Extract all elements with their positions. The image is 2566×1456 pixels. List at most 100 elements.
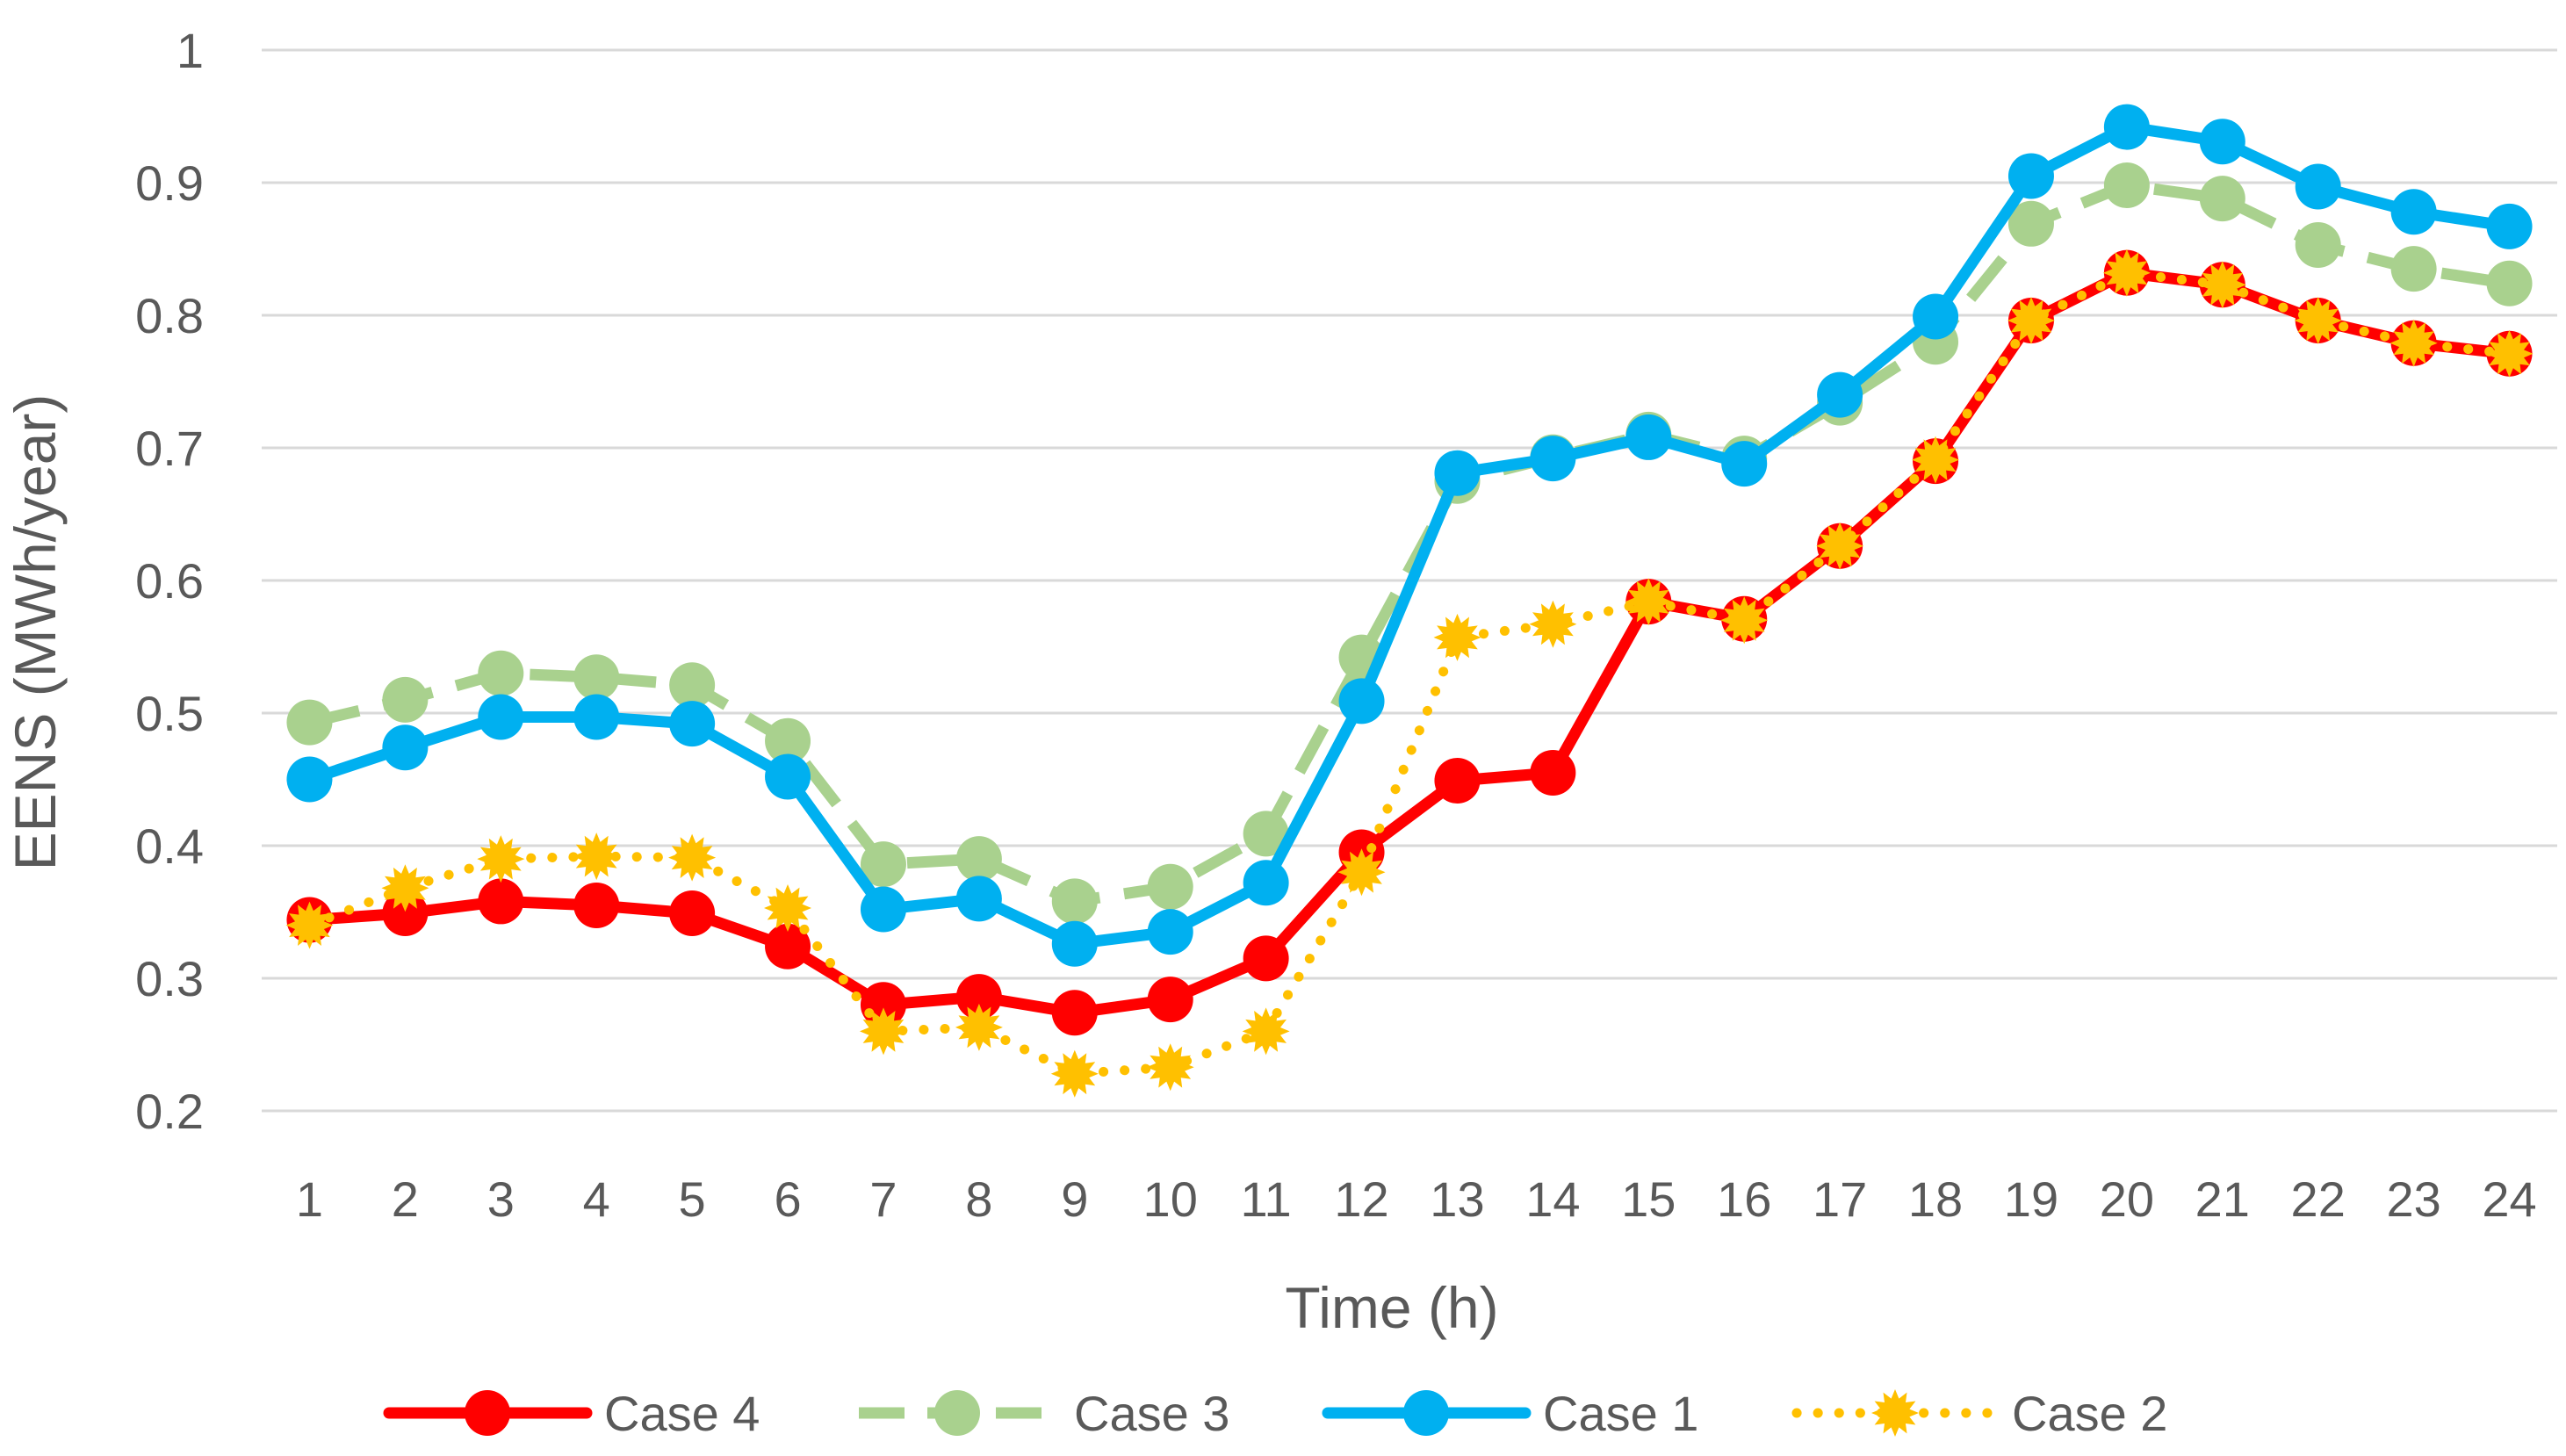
x-tick-label: 11: [1241, 1171, 1292, 1227]
data-point-case-1: [2199, 119, 2245, 165]
x-tick-label: 14: [1525, 1171, 1580, 1227]
data-point-case-1: [1434, 450, 1481, 496]
data-point-case-2: [1720, 596, 1769, 645]
x-tick-label: 16: [1717, 1171, 1771, 1227]
x-tick-label: 21: [2195, 1171, 2250, 1227]
legend-label: Case 2: [2012, 1386, 2167, 1441]
series-case-4: [286, 249, 2533, 1036]
series-line-case-4: [304, 267, 2515, 1019]
data-point-case-2: [2485, 329, 2534, 378]
data-point-case-4: [382, 890, 429, 937]
data-point-case-2: [1529, 600, 1577, 648]
data-point-case-4: [1530, 749, 1576, 796]
data-point-case-3: [1147, 863, 1193, 910]
data-point-case-1: [1338, 678, 1385, 724]
data-point-case-2: [381, 864, 429, 912]
data-point-case-1: [2295, 163, 2341, 210]
x-tick-label: 3: [487, 1171, 515, 1227]
data-point-case-3: [286, 699, 333, 746]
y-tick-label: 0.9: [135, 155, 204, 211]
data-point-case-2: [668, 833, 717, 882]
data-point-case-1: [669, 701, 716, 747]
y-tick-label: 0.6: [135, 553, 204, 609]
data-point-case-3: [860, 841, 906, 888]
legend-swatch-marker: [465, 1390, 510, 1436]
series-layer: [285, 104, 2534, 1098]
x-tick-label: 9: [1061, 1171, 1088, 1227]
data-point-case-3: [765, 717, 811, 764]
data-point-case-3: [2007, 200, 2054, 247]
data-point-case-1: [1530, 436, 1576, 482]
x-tick-label: 19: [2004, 1171, 2058, 1227]
data-point-case-3: [2295, 221, 2341, 268]
series-line-case-3: [308, 179, 2511, 907]
data-point-case-2: [860, 1007, 907, 1056]
legend-item-case-2: Case 2: [1791, 1386, 2167, 1441]
x-axis-ticks: 1 2 3 4 5 6 7 8 9 10 11 12 13 14 15 16 17 18 19 20 21 22 23 24: [296, 1171, 2537, 1227]
x-tick-label: 2: [392, 1171, 419, 1227]
data-point-case-1: [2007, 153, 2054, 199]
legend-swatch-marker: [1871, 1389, 1919, 1437]
data-point-case-4: [1147, 977, 1193, 1023]
data-point-case-1: [1817, 371, 1863, 418]
data-point-case-3: [2103, 162, 2150, 209]
data-point-case-4: [1243, 935, 1289, 982]
data-point-case-2: [1433, 613, 1481, 661]
x-tick-label: 15: [1621, 1171, 1676, 1227]
data-point-case-2: [2389, 319, 2438, 367]
data-point-case-2: [1146, 1043, 1194, 1092]
x-tick-label: 12: [1334, 1171, 1388, 1227]
data-point-case-2: [1337, 848, 1386, 897]
x-tick-label: 18: [1908, 1171, 1963, 1227]
data-point-case-2: [477, 835, 525, 883]
data-point-case-1: [1625, 414, 1672, 460]
x-tick-label: 6: [774, 1171, 801, 1227]
x-tick-label: 5: [679, 1171, 706, 1227]
x-tick-label: 8: [965, 1171, 992, 1227]
legend-swatch-marker: [934, 1390, 980, 1436]
data-point-case-1: [286, 756, 333, 803]
legend-swatch-marker: [1403, 1390, 1449, 1436]
y-tick-label: 0.2: [135, 1084, 204, 1139]
data-point-case-1: [573, 694, 620, 740]
data-point-case-2: [2102, 249, 2151, 297]
x-tick-label: 1: [296, 1171, 323, 1227]
data-point-case-1: [2390, 189, 2437, 235]
data-point-case-4: [1051, 990, 1098, 1036]
y-tick-label: 0.8: [135, 288, 204, 343]
legend-item-case-1: Case 1: [1322, 1386, 1698, 1441]
data-point-case-3: [1051, 878, 1098, 925]
data-point-case-3: [573, 654, 620, 701]
data-point-case-1: [478, 694, 524, 740]
y-tick-label: 1: [177, 23, 204, 78]
legend-item-case-4: Case 4: [383, 1386, 760, 1441]
legend-label: Case 4: [604, 1386, 760, 1441]
legend-label: Case 3: [1074, 1386, 1229, 1441]
data-point-case-2: [2294, 297, 2342, 344]
data-point-case-2: [285, 901, 334, 949]
data-point-case-3: [1243, 811, 1289, 857]
x-tick-label: 23: [2386, 1171, 2440, 1227]
data-point-case-1: [1147, 909, 1193, 955]
x-tick-label: 4: [583, 1171, 610, 1227]
data-point-case-1: [2103, 104, 2150, 150]
x-axis-title: Time (h): [1285, 1275, 1498, 1340]
y-axis-title: EENS (MWh/year): [3, 394, 68, 871]
data-point-case-2: [1242, 1007, 1290, 1056]
data-point-case-1: [765, 753, 811, 800]
x-tick-label: 13: [1430, 1171, 1484, 1227]
legend: Case 4 Case 3 Case 1 Case 2: [383, 1386, 2167, 1441]
y-tick-label: 0.4: [135, 818, 204, 874]
data-point-case-4: [765, 923, 811, 969]
series-case-2: [285, 249, 2534, 1098]
x-tick-label: 24: [2482, 1171, 2536, 1227]
data-point-case-2: [2198, 261, 2246, 309]
y-axis-ticks: 0.2 0.3 0.4 0.5 0.6 0.7 0.8 0.9 1: [135, 23, 204, 1139]
series-line-case-2: [305, 268, 2514, 1079]
y-tick-label: 0.3: [135, 951, 204, 1006]
data-point-case-1: [860, 886, 906, 933]
data-point-case-3: [478, 650, 524, 696]
data-point-case-3: [669, 662, 716, 709]
